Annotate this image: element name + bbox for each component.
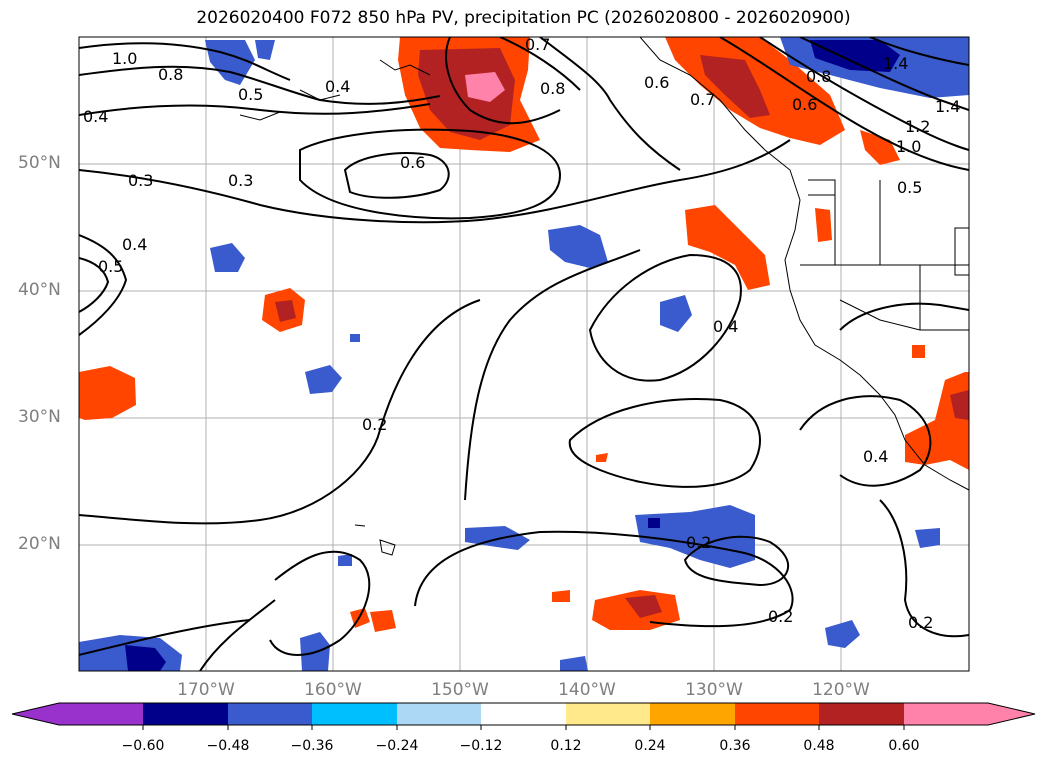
north-america-coast [639,37,969,491]
lat-label: 20°N [18,534,61,554]
contour-label: 0.2 [768,607,793,626]
contour-label: 0.3 [128,171,153,190]
contour-label: 0.8 [158,65,183,84]
contour-label: 0.4 [325,77,350,96]
contour-label-group: 1.0 0.8 0.4 0.7 0.8 0.6 0.5 0.4 0.3 0.3 … [83,35,960,632]
lat-label: 30°N [18,407,61,427]
colorbar-segment [735,703,819,725]
lat-label: 40°N [18,280,61,300]
contour-label: 0.6 [644,73,669,92]
colorbar-segment [228,703,312,725]
colorbar-segment [904,703,1035,725]
map-plot-area [79,37,969,671]
colorbar-tick-label: 0.24 [634,738,666,754]
contour-label: 0.2 [686,533,711,552]
contour-label: 0.6 [792,95,817,114]
precip-positive-west-edge [79,366,136,420]
contour-label: 1.0 [112,49,137,68]
colorbar-tick-label: −0.12 [459,738,503,754]
lon-label: 120°W [812,680,870,700]
colorbar-segment [312,703,397,725]
contour-label: 1.4 [883,54,908,73]
coastlines [239,37,969,556]
colorbar-tick-label: −0.60 [121,738,165,754]
colorbar-tick-label: 0.60 [888,738,920,754]
lon-label: 140°W [558,680,616,700]
lon-label: 130°W [685,680,743,700]
contour-label: 0.4 [122,235,147,254]
map-title: 2026020400 F072 850 hPa PV, precipitatio… [196,8,851,28]
colorbar-tick-label: −0.24 [375,738,419,754]
colorbar-tick-label: −0.48 [206,738,250,754]
contour-label: 0.3 [228,171,253,190]
contour-label: 0.5 [238,85,263,104]
colorbar [11,702,1036,730]
precip-negative-subtropical [635,505,755,568]
contour-label: 0.2 [362,415,387,434]
colorbar-segment [143,703,228,725]
contour-label: 1.4 [935,97,960,116]
contour-label: 0.8 [806,67,831,86]
contour-label: 0.7 [690,90,715,109]
contour-label: 0.2 [908,613,933,632]
colorbar-segment [12,703,143,725]
colorbar-segment [650,703,735,725]
colorbar-tick-label: 0.12 [550,738,582,754]
contour-label: 0.4 [863,447,888,466]
colorbar-segment [481,703,566,725]
contour-label: 0.5 [897,178,922,197]
precip-positive-baja [905,372,969,470]
precip-positive-off-oregon [685,205,770,290]
contour-label: 0.4 [713,317,738,336]
contour-label: 0.7 [525,35,550,54]
colorbar-tick-label: 0.36 [719,738,751,754]
contour-label: 0.4 [83,107,108,126]
colorbar-outline [11,702,1036,726]
colorbar-segment [566,703,650,725]
lat-label: 50°N [18,153,61,173]
contour-label: 0.8 [540,79,565,98]
contour-label: 0.5 [98,257,123,276]
colorbar-segment [397,703,481,725]
pv-contours [79,37,969,671]
lon-label: 160°W [304,680,362,700]
contour-label: 1.0 [896,137,921,156]
colorbar-tick-label: 0.48 [803,738,835,754]
contour-label: 0.6 [400,153,425,172]
lon-label: 150°W [431,680,489,700]
colorbar-segment [819,703,904,725]
precipitation-shading [79,37,969,671]
colorbar-tick-label: −0.36 [290,738,334,754]
map-frame [78,36,970,672]
lon-label: 170°W [177,680,235,700]
contour-label: 1.2 [905,117,930,136]
